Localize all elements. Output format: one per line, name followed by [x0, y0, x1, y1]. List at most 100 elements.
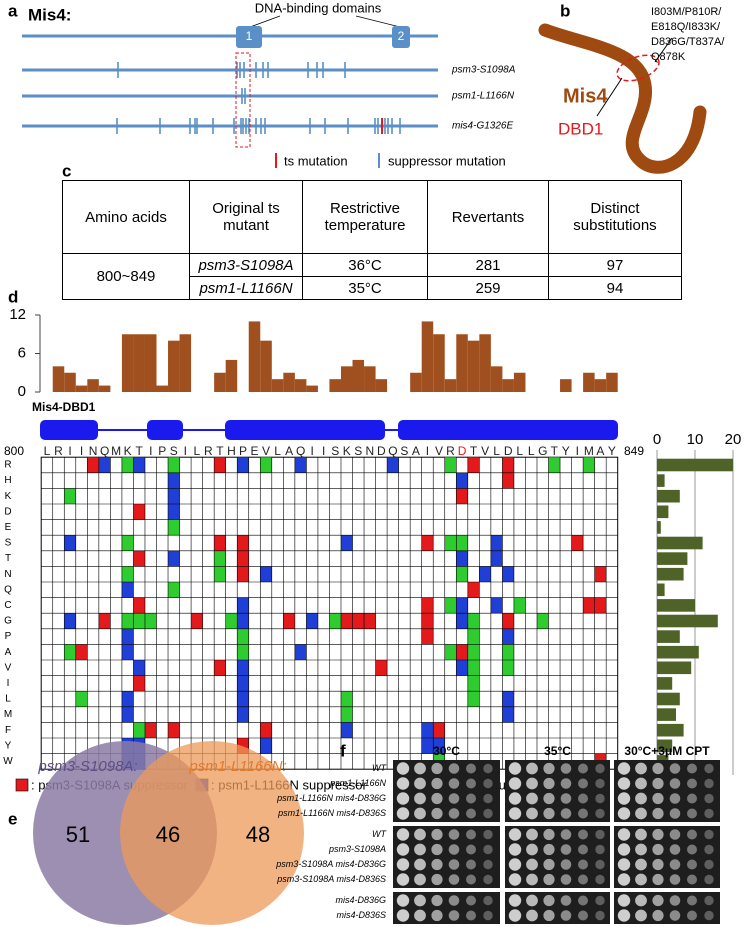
mutation-line: I803M/P810R/ [651, 6, 722, 18]
bar [52, 366, 65, 392]
condition-label: 30°C [433, 744, 460, 758]
spot [526, 894, 538, 907]
bar [364, 366, 376, 392]
strain-label: mis4-D836G [335, 895, 386, 905]
matrix-cell [340, 722, 353, 738]
matrix-cell [467, 457, 480, 473]
matrix-cell [144, 613, 157, 629]
spot [414, 807, 426, 820]
spot [508, 828, 522, 841]
spot [508, 762, 522, 775]
residue-label: Q [388, 444, 397, 458]
matrix-cell [456, 660, 468, 676]
caption-leaders [249, 15, 401, 28]
aa-label: A [5, 647, 12, 658]
matrix-cell [237, 628, 249, 645]
residue-label: I [322, 444, 325, 458]
matrix-cell [502, 691, 514, 707]
spot [543, 792, 555, 805]
matrix-cell [340, 706, 353, 723]
bar [657, 583, 665, 597]
aa-label: N [4, 569, 11, 580]
bar [657, 474, 665, 487]
spot [652, 873, 664, 886]
matrix-cell [64, 644, 76, 660]
panel-label: a [8, 1, 18, 20]
structure-label: Mis4-DBD1 [32, 400, 96, 414]
spot [687, 859, 697, 870]
matrix-cell [340, 691, 353, 707]
spot [617, 858, 631, 871]
bar [657, 630, 680, 643]
matrix-cell [502, 628, 514, 645]
spot [414, 762, 426, 775]
aa-label: H [4, 475, 11, 486]
spot [431, 807, 443, 820]
dbd1-ellipse [616, 54, 660, 82]
residue-label: Y [608, 444, 616, 458]
matrix-cell [502, 472, 514, 489]
residue-label: L [516, 444, 523, 458]
bar [657, 723, 684, 737]
matrix-cell [214, 457, 226, 473]
matrix-cell [133, 675, 145, 692]
mutation-ticks [116, 62, 401, 134]
domain-caption: DNA-binding domains [255, 0, 382, 15]
matrix-cell [237, 535, 249, 551]
matrix-cell [121, 582, 134, 598]
spot [595, 763, 605, 774]
bar [352, 359, 365, 392]
matrix-cell [536, 613, 549, 629]
spot [595, 829, 605, 840]
plate [393, 826, 500, 888]
strain-label: psm1-L1166N mis4-D836G [276, 793, 386, 803]
table-cell: 800~849 [62, 253, 190, 300]
matrix-cell [467, 644, 480, 660]
matrix-cell [121, 566, 134, 582]
spot [543, 777, 555, 790]
spot [543, 894, 555, 907]
matrix-cell [583, 457, 595, 473]
plate [505, 826, 610, 888]
panel-label: c [62, 161, 71, 180]
spot [635, 873, 647, 886]
matrix-cell [364, 613, 376, 629]
bar [144, 334, 157, 392]
matrix-cell [168, 519, 180, 536]
matrix-cell [456, 566, 468, 582]
spot [396, 909, 410, 922]
mutation-line: E818Q/I833K/ [651, 21, 721, 33]
spot [652, 807, 664, 820]
bar [433, 334, 445, 392]
residue-label: V [262, 444, 270, 458]
spot [483, 874, 493, 885]
matrix-cell [433, 722, 445, 738]
spot [543, 909, 555, 922]
spot [669, 793, 681, 804]
spot [466, 844, 476, 855]
residue-label: S [400, 444, 408, 458]
domain-box [392, 26, 410, 48]
spot [595, 859, 605, 870]
spot [508, 807, 522, 820]
spot [526, 792, 538, 805]
matrix-cell [121, 706, 134, 723]
spot [508, 843, 522, 856]
matrix-cell [548, 457, 561, 473]
matrix-cell [502, 644, 514, 660]
matrix-cell [594, 566, 607, 582]
spot [543, 762, 555, 775]
spot [543, 873, 555, 886]
spot [466, 763, 476, 774]
spot [483, 895, 493, 906]
spot [466, 859, 476, 870]
bar [156, 385, 169, 392]
matrix-cell [214, 550, 226, 567]
spot [448, 859, 460, 870]
spot [448, 763, 460, 774]
matrix-cell [467, 613, 480, 629]
matrix-cell [283, 613, 295, 629]
